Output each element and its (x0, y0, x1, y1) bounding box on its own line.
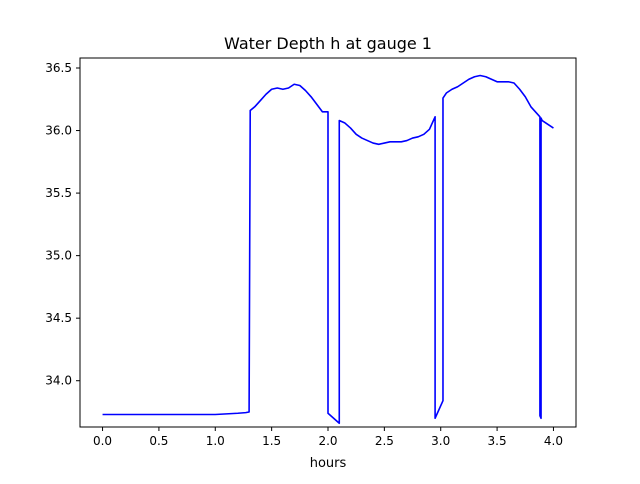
x-tick-label: 2.0 (318, 434, 337, 448)
x-tick-label: 1.5 (262, 434, 281, 448)
plot-area (102, 74, 554, 425)
x-tick-label: 3.5 (488, 434, 507, 448)
y-tick-label: 34.5 (45, 311, 72, 325)
x-tick-label: 2.5 (375, 434, 394, 448)
x-axis-label: hours (310, 456, 347, 471)
x-tick-label: 3.0 (431, 434, 450, 448)
axes-frame (79, 57, 577, 428)
x-tick-label: 0.0 (93, 434, 112, 448)
series-line (102, 74, 554, 425)
axis-ticks: 0.0 0.5 1.0 1.5 2.0 2.5 3.0 3.5 4.0 34.0 34.5 35.0 3… (45, 61, 563, 448)
y-tick-label: 35.0 (45, 249, 72, 263)
x-tick-label: 1.0 (206, 434, 225, 448)
chart-title: Water Depth h at gauge 1 (224, 34, 432, 53)
y-tick-label: 34.0 (45, 374, 72, 388)
x-tick-label: 4.0 (544, 434, 563, 448)
x-tick-label: 0.5 (149, 434, 168, 448)
y-tick-label: 36.0 (45, 124, 72, 138)
y-tick-label: 35.5 (45, 186, 72, 200)
y-tick-label: 36.5 (45, 61, 72, 75)
